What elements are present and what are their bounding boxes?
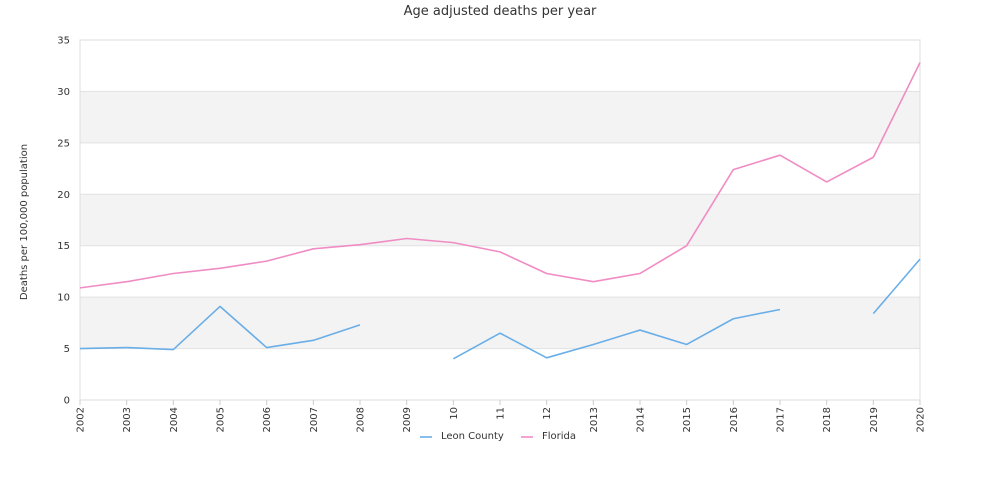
x-tick-label: 2006 bbox=[262, 407, 273, 432]
x-tick-label: 2020 bbox=[916, 407, 927, 432]
legend-item: Leon County bbox=[420, 431, 504, 442]
legend-item: Florida bbox=[521, 431, 576, 442]
x-tick-label: 2017 bbox=[776, 407, 787, 432]
y-tick-label: 10 bbox=[57, 293, 70, 304]
x-tick-label: 2019 bbox=[869, 407, 880, 432]
grid-band bbox=[80, 194, 920, 246]
y-tick-label: 20 bbox=[57, 190, 70, 201]
grid-lines bbox=[80, 39, 920, 401]
y-tick-label: 30 bbox=[57, 87, 70, 98]
x-tick-label: 2003 bbox=[122, 407, 133, 432]
x-tick-label: 2018 bbox=[822, 407, 833, 432]
y-axis-ticks: 0 5 10 15 20 25 30 35 bbox=[57, 36, 70, 407]
x-tick-label: 2009 bbox=[402, 407, 413, 432]
grid-band bbox=[80, 297, 920, 349]
series-line-leon-county bbox=[79, 258, 921, 360]
x-tick-label: 12 bbox=[542, 407, 553, 420]
x-tick-label: 2014 bbox=[636, 407, 647, 432]
chart-title: Age adjusted deaths per year bbox=[404, 4, 597, 19]
x-tick-label: 10 bbox=[449, 407, 460, 420]
x-tick-label: 2005 bbox=[216, 407, 227, 432]
legend-label: Leon County bbox=[441, 431, 504, 442]
grid-band bbox=[80, 91, 920, 143]
legend-label: Florida bbox=[542, 431, 576, 442]
x-tick-label: 2002 bbox=[76, 407, 87, 432]
x-tick-label: 2015 bbox=[682, 407, 693, 432]
y-tick-label: 15 bbox=[57, 241, 70, 252]
series-lines bbox=[79, 62, 921, 360]
x-tick-label: 2007 bbox=[309, 407, 320, 432]
x-tick-label: 11 bbox=[496, 407, 507, 420]
y-tick-label: 0 bbox=[64, 396, 70, 407]
x-tick-label: 2013 bbox=[589, 407, 600, 432]
x-axis-ticks: 2002 2003 2004 2005 2006 2007 2008 2009 10 11 12 20… bbox=[76, 400, 927, 432]
y-tick-label: 25 bbox=[57, 138, 70, 149]
x-tick-label: 2016 bbox=[729, 407, 740, 432]
y-axis-label: Deaths per 100,000 population bbox=[19, 144, 30, 300]
background-bands bbox=[80, 91, 920, 349]
y-tick-label: 5 bbox=[64, 344, 70, 355]
x-tick-label: 2004 bbox=[169, 407, 180, 432]
x-tick-label: 2008 bbox=[356, 407, 367, 432]
y-tick-label: 35 bbox=[57, 36, 70, 47]
legend: Leon County Florida bbox=[420, 431, 576, 442]
series-line-florida bbox=[79, 62, 921, 289]
